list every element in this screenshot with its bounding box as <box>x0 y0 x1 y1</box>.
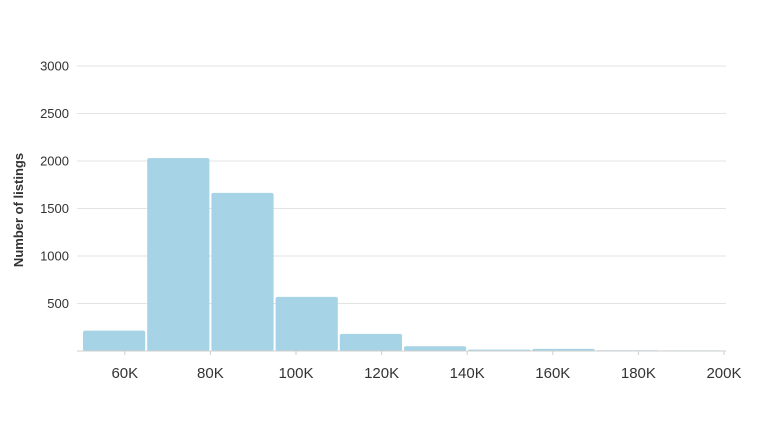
histogram-bar[interactable] <box>339 333 402 351</box>
histogram-bar[interactable] <box>275 296 338 351</box>
y-tick-label: 2000 <box>40 154 69 169</box>
histogram-bar[interactable] <box>147 158 210 351</box>
y-tick-label: 500 <box>47 296 69 311</box>
y-tick-label: 3000 <box>40 59 69 74</box>
x-tick-label: 80K <box>197 365 224 382</box>
x-tick-label: 180K <box>621 365 656 382</box>
x-tick-label: 100K <box>278 365 313 382</box>
x-tick-label: 140K <box>450 365 485 382</box>
histogram-bar[interactable] <box>404 346 467 351</box>
axes: 500 1000 1500 2000 2500 3000 60K 80K 100K 120K 140… <box>40 59 741 383</box>
histogram-bar[interactable] <box>532 348 595 351</box>
y-tick-label: 1000 <box>40 249 69 264</box>
x-tick-label: 120K <box>364 365 399 382</box>
y-axis-title: Number of listings <box>11 153 26 267</box>
x-tick-label: 200K <box>706 365 741 382</box>
histogram-bar[interactable] <box>83 330 146 351</box>
y-tick-label: 2500 <box>40 106 69 121</box>
x-tick-label: 160K <box>535 365 570 382</box>
histogram-bar[interactable] <box>211 192 274 351</box>
x-tick-label: 60K <box>111 365 138 382</box>
y-tick-label: 1500 <box>40 201 69 216</box>
histogram-bars <box>83 158 723 351</box>
